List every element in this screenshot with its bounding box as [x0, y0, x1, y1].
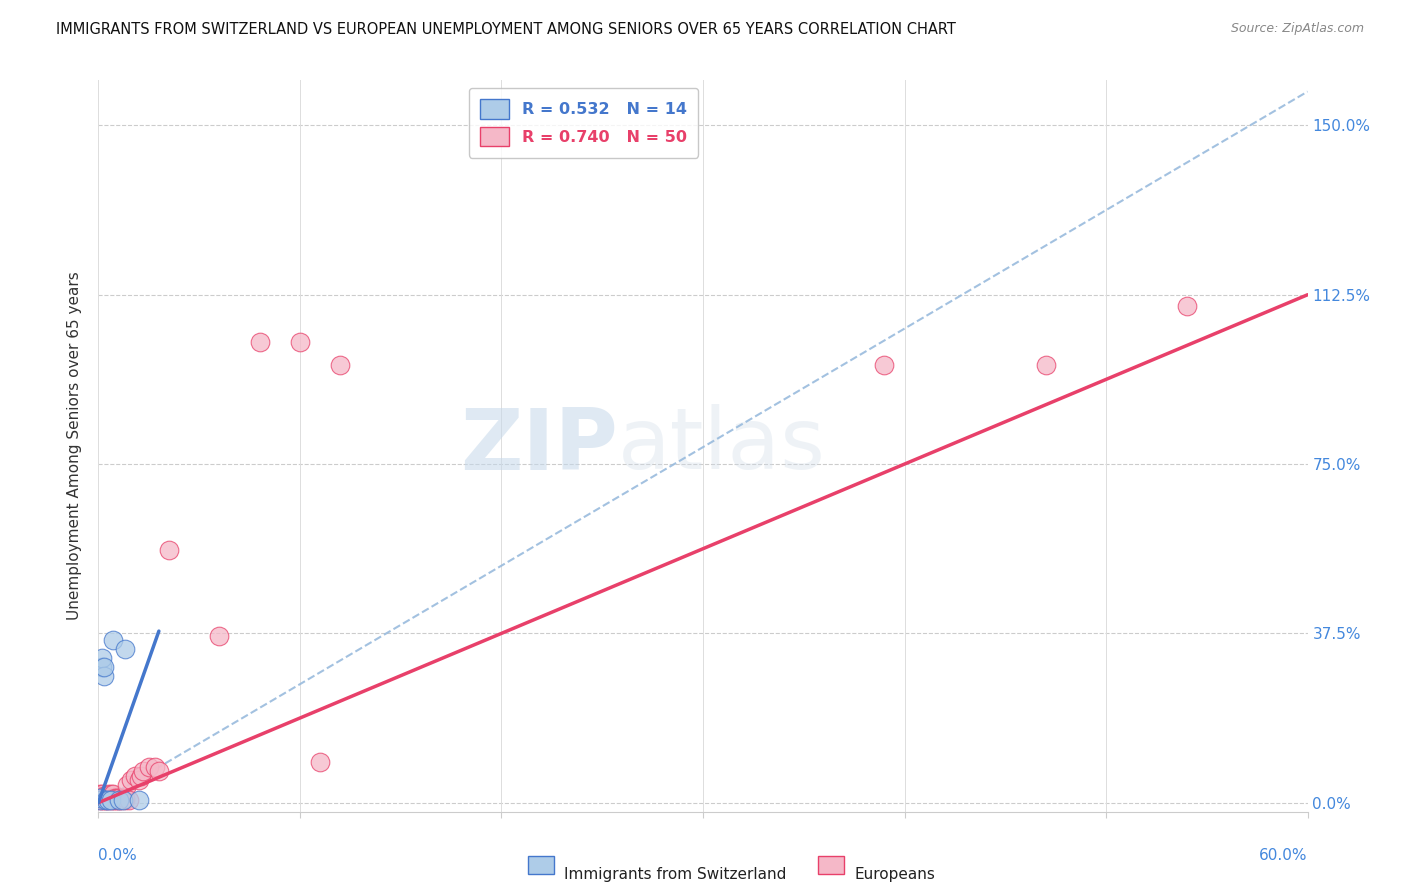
Point	[120, 773, 142, 788]
Point	[89, 787, 111, 801]
Text: Source: ZipAtlas.com: Source: ZipAtlas.com	[1230, 22, 1364, 36]
Point	[288, 335, 311, 350]
Point	[118, 793, 141, 807]
Point	[100, 793, 122, 807]
Point	[101, 791, 124, 805]
Point	[1175, 299, 1198, 313]
Point	[105, 791, 128, 805]
Point	[329, 358, 352, 372]
Point	[89, 791, 111, 805]
Point	[107, 793, 129, 807]
Point	[96, 793, 118, 807]
Point	[111, 793, 134, 807]
Point	[873, 358, 896, 372]
Point	[93, 660, 115, 674]
Point	[115, 778, 138, 792]
Text: Immigrants from Switzerland: Immigrants from Switzerland	[564, 867, 786, 881]
Point	[143, 759, 166, 773]
FancyBboxPatch shape	[527, 855, 554, 874]
Point	[124, 769, 146, 783]
Point	[93, 791, 115, 805]
Point	[110, 793, 132, 807]
Point	[114, 793, 136, 807]
FancyBboxPatch shape	[818, 855, 845, 874]
Text: atlas: atlas	[619, 404, 827, 488]
Point	[107, 793, 129, 807]
Point	[89, 793, 111, 807]
Point	[132, 764, 155, 778]
Point	[249, 335, 271, 350]
Text: 60.0%: 60.0%	[1260, 848, 1308, 863]
Point	[100, 793, 122, 807]
Text: 0.0%: 0.0%	[98, 848, 138, 863]
Point	[97, 793, 120, 807]
Point	[89, 791, 111, 805]
Point	[111, 791, 134, 805]
Point	[103, 793, 125, 807]
Point	[100, 791, 122, 805]
Point	[114, 642, 136, 657]
Point	[96, 793, 118, 807]
Point	[91, 651, 114, 665]
Point	[114, 791, 136, 805]
Point	[107, 791, 129, 805]
Text: IMMIGRANTS FROM SWITZERLAND VS EUROPEAN UNEMPLOYMENT AMONG SENIORS OVER 65 YEARS: IMMIGRANTS FROM SWITZERLAND VS EUROPEAN …	[56, 22, 956, 37]
Point	[97, 791, 120, 805]
Point	[91, 789, 114, 803]
Point	[97, 793, 120, 807]
Point	[93, 669, 115, 683]
Point	[105, 793, 128, 807]
Point	[208, 629, 231, 643]
Point	[309, 755, 332, 769]
Point	[1035, 358, 1057, 372]
Point	[138, 759, 160, 773]
Point	[93, 789, 115, 803]
Point	[103, 791, 125, 805]
Point	[129, 769, 152, 783]
Point	[101, 633, 124, 648]
Point	[89, 793, 111, 807]
Point	[101, 793, 124, 807]
Point	[93, 793, 115, 807]
Point	[97, 787, 120, 801]
Legend: R = 0.532   N = 14, R = 0.740   N = 50: R = 0.532 N = 14, R = 0.740 N = 50	[470, 88, 697, 158]
Point	[91, 791, 114, 805]
Y-axis label: Unemployment Among Seniors over 65 years: Unemployment Among Seniors over 65 years	[67, 272, 83, 620]
Point	[100, 787, 122, 801]
Text: Europeans: Europeans	[855, 867, 935, 881]
Point	[91, 793, 114, 807]
Point	[148, 764, 170, 778]
Point	[128, 773, 150, 788]
Point	[157, 542, 180, 557]
Point	[128, 793, 150, 807]
Point	[91, 787, 114, 801]
Point	[96, 791, 118, 805]
Point	[91, 660, 114, 674]
Point	[101, 787, 124, 801]
Text: ZIP: ZIP	[461, 404, 619, 488]
